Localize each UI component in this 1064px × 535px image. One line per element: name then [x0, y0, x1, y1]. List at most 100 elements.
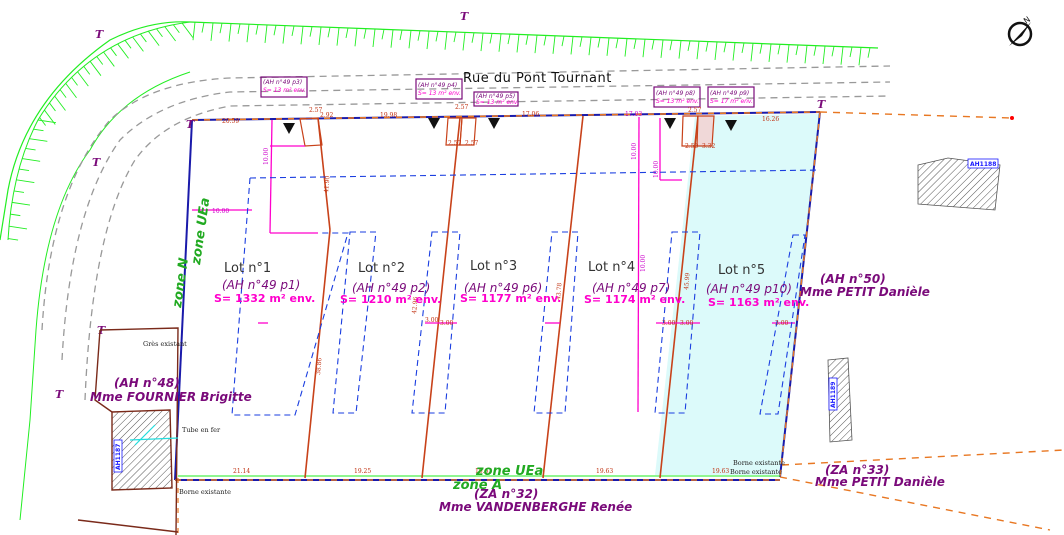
dim-setback: 3.00: [775, 320, 789, 327]
slope-hatch: [354, 28, 358, 47]
access-area-5: S= 17 m² env.: [710, 98, 753, 105]
slope-hatch: [132, 36, 144, 52]
slope-hatch: [651, 39, 655, 50]
building-zone-1: [231, 177, 349, 416]
setback-line-front: [249, 169, 821, 179]
lot-labels: Lot n°1 (AH n°49 p1) S= 1332 m² env. Lot…: [214, 259, 809, 309]
slope-hatch: [59, 89, 67, 98]
access-marker-icon: [428, 118, 440, 129]
slope-hatch: [741, 42, 745, 54]
boundary-left: [174, 119, 193, 481]
building-ah1188-label-box: [967, 158, 999, 169]
slope-hatch: [732, 42, 736, 61]
svg-text:N: N: [1022, 15, 1032, 26]
boundary-extension-lower: [779, 476, 1051, 531]
neighbor-za32-owner: Mme VANDENBERGHE Renée: [439, 500, 632, 514]
lot-line-2-3: [421, 117, 461, 479]
dim-front: 2.50: [685, 143, 699, 150]
access-marker-icon: [725, 120, 737, 131]
neighbor-ah50-owner: Mme PETIT Danièle: [800, 285, 930, 299]
boundary-front-orange: [191, 111, 821, 121]
embankment: [0, 21, 879, 521]
boundary-extension-lower2: [781, 449, 1064, 466]
tree-icon: T: [817, 98, 826, 111]
slope-hatch: [237, 23, 241, 34]
slope-hatch: [480, 33, 484, 52]
slope-hatch: [65, 83, 77, 99]
slope-hatch: [705, 41, 709, 52]
slope-hatch: [714, 41, 718, 60]
slope-hatch: [516, 34, 520, 53]
dim-back: 19.63: [475, 468, 492, 475]
slope-hatch: [615, 38, 619, 49]
road: Rue du Pont Tournant: [41, 65, 891, 401]
building-ah1188: [917, 157, 1001, 211]
slope-hatch: [39, 117, 46, 126]
slope-hatch: [417, 30, 421, 41]
access-label-box-3: [473, 91, 519, 107]
access-ref-2: (AH n°49 p4): [418, 82, 457, 89]
lot-4-label: Lot n°4: [588, 260, 635, 275]
slope-hatch: [37, 119, 57, 124]
slope-hatch: [219, 23, 223, 34]
building-ah1189-label-box: [828, 377, 838, 411]
slope-hatch: [462, 32, 466, 51]
slope-hatch: [192, 22, 196, 41]
slope-hatch: [89, 61, 102, 76]
slope-hatch: [795, 44, 799, 56]
dim-front: 2.57: [309, 107, 323, 114]
dim-front: 2.57: [455, 104, 469, 111]
slope-hatch: [507, 34, 511, 45]
slope-hatch: [543, 35, 547, 46]
dim-setback: 10.00: [212, 208, 229, 215]
embankment-bottom-edge: [19, 71, 191, 521]
lot-lines: [304, 115, 699, 479]
boundary-extension-right: [819, 111, 1013, 119]
slope-hatch: [435, 31, 439, 42]
slope-hatch: [71, 77, 78, 86]
neighbor-ah48-ref: (AH n°48): [114, 376, 180, 390]
lot-4-ref: (AH n°49 p7): [592, 281, 670, 295]
slope-hatch: [372, 28, 376, 48]
slope-hatch: [147, 30, 160, 46]
slope-hatch: [181, 22, 194, 38]
access-label-box-5: [707, 86, 755, 108]
slope-hatch: [49, 102, 56, 112]
slope-hatch: [858, 47, 862, 66]
lot-1-ref: (AH n°49 p1): [222, 278, 300, 292]
lot-line-1-2: [304, 229, 331, 479]
slope-hatch: [291, 25, 295, 37]
dim-front: 2.57: [448, 140, 462, 147]
access-ref-1: (AH n°49 p3): [263, 79, 302, 86]
access-ref-3: (AH n°49 p5): [476, 93, 515, 100]
tree-icon: T: [186, 118, 195, 131]
zone-uea-bottom-label: zone UEa: [475, 464, 543, 479]
embankment-curve: [7, 21, 191, 241]
access-area-2: S= 13 m² env.: [418, 90, 461, 97]
embankment-top-edge: [0, 21, 879, 241]
lot-3-area: S= 1177 m² env.: [460, 292, 561, 305]
slope-hatch: [390, 29, 394, 48]
slope-hatch: [660, 39, 664, 58]
road-name: Rue du Pont Tournant: [463, 71, 612, 86]
slope-hatch: [840, 46, 844, 65]
slope-hatch: [16, 179, 35, 183]
road-edge-inner: [84, 95, 891, 401]
access-ref-5: (AH n°49 p9): [710, 90, 749, 97]
slope-hatch: [124, 40, 132, 49]
dim-side: 41.90: [323, 175, 331, 193]
dim-front: 20.59: [222, 118, 239, 125]
neighbour-buildings: AH1188 AH1189 AH1187: [77, 157, 1001, 535]
lot-1-label: Lot n°1: [224, 261, 271, 276]
slope-hatch: [201, 22, 205, 33]
slope-hatch: [453, 31, 457, 43]
access-ref-4: (AH n°49 p8): [656, 90, 695, 97]
dim-front: 2.57: [465, 140, 479, 147]
north-arrow-icon: N: [1007, 15, 1033, 47]
lot-5-fill: [655, 114, 820, 475]
tree-icon: T: [55, 388, 64, 401]
neighbor-za33-ref: (ZA n°33): [825, 463, 889, 477]
access-strips: [299, 115, 715, 147]
dim-back: 19.63: [596, 468, 613, 475]
slope-hatch: [336, 27, 340, 46]
